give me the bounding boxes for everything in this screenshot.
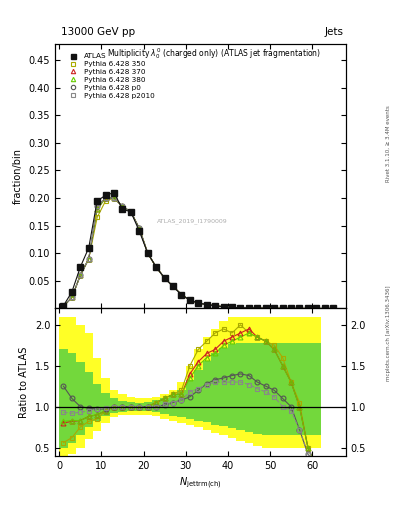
- Text: Multiplicity $\lambda_0^0$ (charged only) (ATLAS jet fragmentation): Multiplicity $\lambda_0^0$ (charged only…: [107, 46, 321, 61]
- Legend: ATLAS, Pythia 6.428 350, Pythia 6.428 370, Pythia 6.428 380, Pythia 6.428 p0, Py: ATLAS, Pythia 6.428 350, Pythia 6.428 37…: [62, 50, 158, 101]
- Y-axis label: Ratio to ATLAS: Ratio to ATLAS: [19, 347, 29, 418]
- Text: 13000 GeV pp: 13000 GeV pp: [61, 27, 135, 37]
- Text: Rivet 3.1.10, ≥ 3.4M events: Rivet 3.1.10, ≥ 3.4M events: [386, 105, 391, 182]
- Text: mcplots.cern.ch [arXiv:1306.3436]: mcplots.cern.ch [arXiv:1306.3436]: [386, 285, 391, 380]
- Text: Jets: Jets: [325, 27, 344, 37]
- X-axis label: $N_{\mathrm{jettrm(ch)}}$: $N_{\mathrm{jettrm(ch)}}$: [179, 476, 222, 492]
- Y-axis label: fraction/bin: fraction/bin: [13, 148, 23, 204]
- Text: ATLAS_2019_I1790009: ATLAS_2019_I1790009: [157, 218, 228, 224]
